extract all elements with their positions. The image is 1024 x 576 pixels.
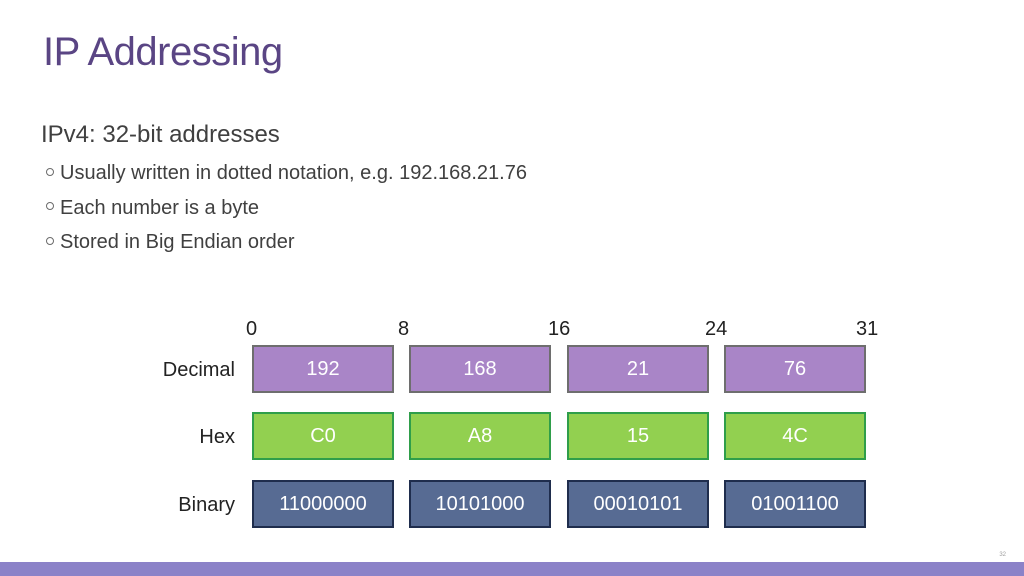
binary-byte-cell: 00010101 bbox=[567, 480, 709, 528]
decimal-byte-cell: 21 bbox=[567, 345, 709, 393]
circle-bullet-icon bbox=[46, 167, 54, 176]
hex-byte-cell: 15 bbox=[567, 412, 709, 460]
sub-bullet-list: Usually written in dotted notation, e.g.… bbox=[46, 160, 527, 264]
binary-byte-cell: 01001100 bbox=[724, 480, 866, 528]
main-bullet: IPv4: 32-bit addresses bbox=[41, 121, 280, 148]
binary-row-label: Binary bbox=[178, 494, 235, 516]
hex-byte-cell: A8 bbox=[409, 412, 551, 460]
hex-row-label: Hex bbox=[199, 426, 235, 448]
sub-bullet-text: Usually written in dotted notation, e.g.… bbox=[60, 162, 527, 184]
sub-bullet-item: Each number is a byte bbox=[46, 195, 527, 230]
slide-title: IP Addressing bbox=[43, 30, 283, 74]
hex-byte-cell: C0 bbox=[252, 412, 394, 460]
bit-position-label: 16 bbox=[548, 318, 571, 340]
decimal-byte-cell: 76 bbox=[724, 345, 866, 393]
bit-position-label: 31 bbox=[856, 318, 879, 340]
sub-bullet-item: Stored in Big Endian order bbox=[46, 229, 527, 264]
decimal-byte-cell: 168 bbox=[409, 345, 551, 393]
circle-bullet-icon bbox=[46, 236, 54, 245]
bit-position-label: 0 bbox=[246, 318, 258, 340]
binary-byte-cell: 10101000 bbox=[409, 480, 551, 528]
footer-bar bbox=[0, 562, 1024, 576]
decimal-byte-cell: 192 bbox=[252, 345, 394, 393]
page-number: 32 bbox=[999, 552, 1006, 558]
binary-byte-cell: 11000000 bbox=[252, 480, 394, 528]
sub-bullet-item: Usually written in dotted notation, e.g.… bbox=[46, 160, 527, 195]
bit-position-label: 8 bbox=[398, 318, 410, 340]
sub-bullet-text: Each number is a byte bbox=[60, 196, 259, 219]
sub-bullet-text: Stored in Big Endian order bbox=[60, 231, 295, 253]
decimal-row-label: Decimal bbox=[162, 359, 235, 381]
hex-byte-cell: 4C bbox=[724, 412, 866, 460]
circle-bullet-icon bbox=[46, 202, 54, 211]
bit-position-label: 24 bbox=[705, 318, 728, 340]
